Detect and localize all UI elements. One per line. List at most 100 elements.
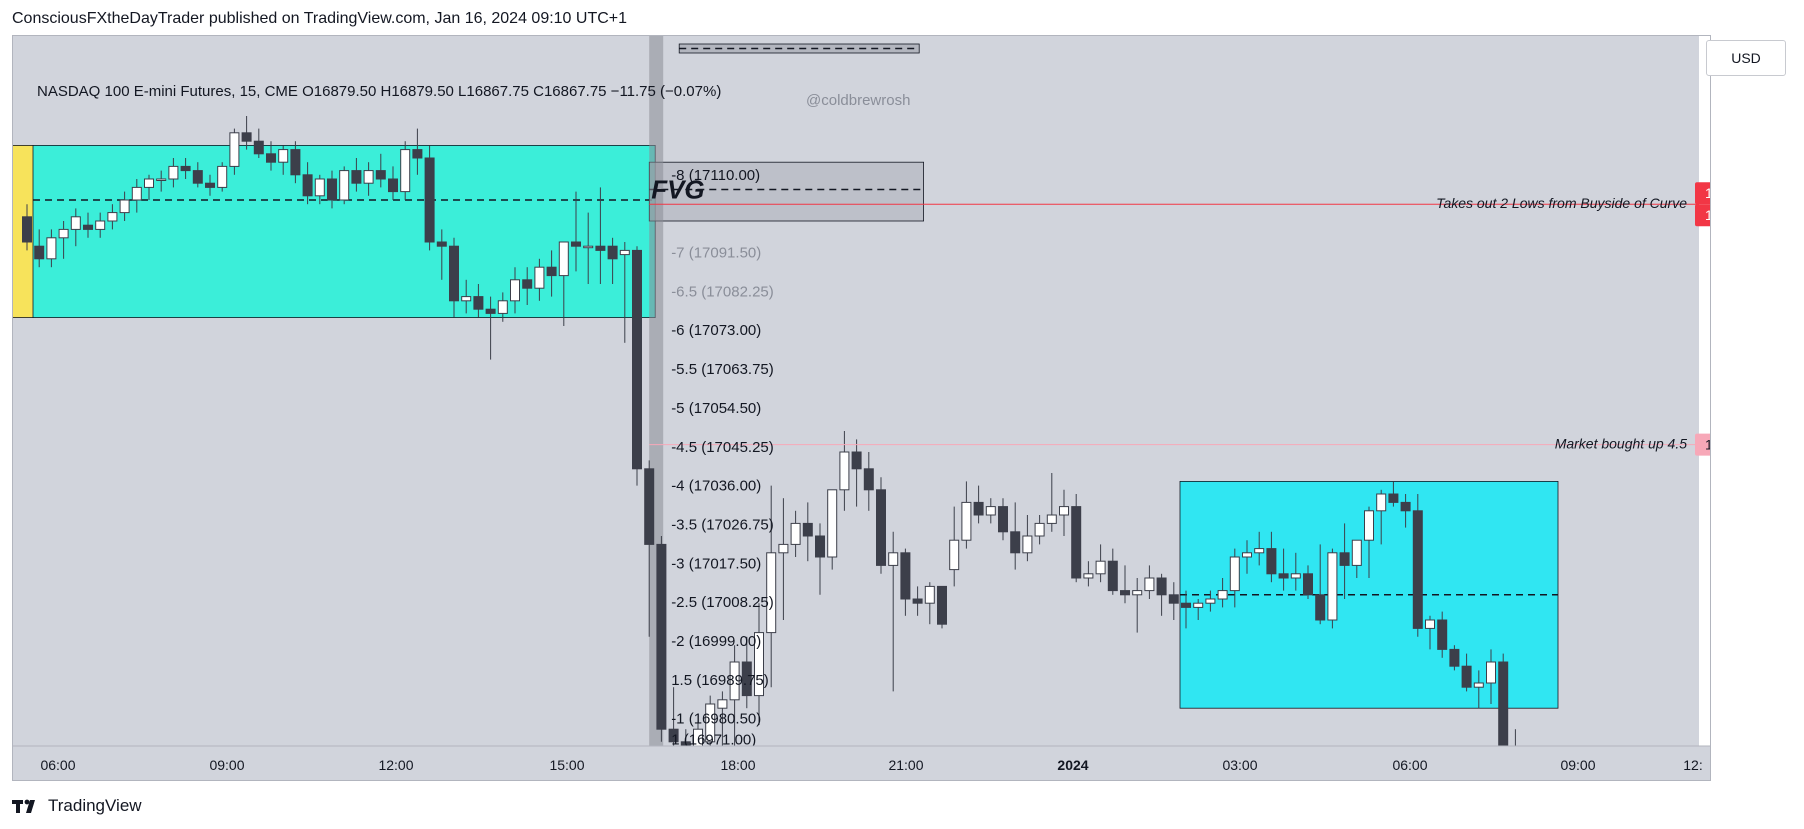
price-tick-label: 17080.00 (1709, 293, 1710, 309)
candle-body (937, 585, 947, 625)
candle-body (107, 212, 118, 222)
price-tick-label: 17030.00 (1709, 503, 1710, 519)
candle-body (1327, 552, 1338, 621)
candle-body (388, 178, 398, 193)
candle-body (1034, 522, 1045, 537)
price-badge (1695, 433, 1710, 456)
candle-body (1095, 560, 1106, 575)
candle-body (1071, 506, 1082, 579)
candle-body (863, 468, 874, 491)
price-tick-label: 17010.00 (1709, 587, 1710, 603)
candle-body (278, 149, 289, 163)
publisher-header: ConsciousFXtheDayTrader published on Tra… (12, 10, 628, 27)
candle-body (70, 216, 81, 230)
candle-body (1461, 665, 1472, 688)
candle-body (1156, 577, 1167, 596)
annotation-text: Takes out 2 Lows from Buyside of Curve (1436, 195, 1687, 211)
candle-body (302, 174, 313, 197)
candle-body (1388, 493, 1399, 503)
candle-body (510, 279, 520, 302)
candle-body (1339, 552, 1350, 566)
price-badge-label: 17103.00 (1705, 185, 1710, 201)
candle-body (424, 157, 435, 243)
candle-body (985, 506, 996, 516)
candle-body (1473, 682, 1484, 688)
candle-body (741, 661, 752, 697)
price-tick-label: 17110.00 (1709, 167, 1710, 183)
candle-body (1315, 594, 1326, 621)
candle-body (802, 522, 813, 537)
candle-body (790, 522, 801, 545)
candle-body (180, 165, 191, 172)
currency-button[interactable]: USD (1706, 40, 1786, 76)
symbol-info-legend: NASDAQ 100 E-mini Futures, 15, CME O1687… (37, 83, 722, 100)
watermark: @coldbrewrosh (806, 92, 911, 109)
fib-level-label: -7 (17091.50) (671, 245, 761, 262)
candle-body (1290, 573, 1301, 579)
candle-body (339, 170, 350, 201)
chart-canvas[interactable]: -8 (17110.00) -7 (17091.50) -6.5 (17082.25… (13, 36, 1710, 780)
candle-body (485, 308, 496, 314)
candle-body (168, 165, 179, 180)
candle-body (1120, 590, 1130, 596)
fib-level-label: -5.5 (17063.75) (671, 361, 774, 378)
candle-body (668, 728, 679, 743)
candle-body (973, 501, 984, 516)
chart-area[interactable]: -8 (17110.00) -7 (17091.50) -6.5 (17082.25… (12, 35, 1711, 781)
candle-body (1376, 493, 1387, 512)
candle-body (253, 140, 264, 155)
candle-body (571, 241, 581, 247)
price-tick-label: 17040.00 (1709, 461, 1710, 477)
candle-body (22, 216, 32, 243)
candle-body (717, 699, 728, 709)
candle-body (851, 451, 862, 470)
price-badge-label: 17045.75 (1705, 437, 1710, 453)
fib-level-label: -1 (16980.50) (671, 711, 761, 728)
candle-body (1425, 619, 1435, 629)
candle-body (656, 543, 667, 730)
candle-body (1217, 590, 1228, 600)
candle-body (1229, 556, 1240, 592)
candle-body (705, 703, 716, 743)
time-axis-bg (13, 746, 1710, 780)
candle-body (1486, 661, 1496, 684)
time-tick-label: 15:00 (549, 757, 584, 773)
candle-body (583, 245, 594, 249)
candle-body (1449, 648, 1460, 667)
price-tick-label: 17000.00 (1709, 629, 1710, 645)
time-tick-label: 09:00 (1560, 757, 1595, 773)
candle-body (1278, 573, 1289, 579)
time-tick-label: 06:00 (1392, 757, 1427, 773)
candle-body (912, 598, 923, 604)
tradingview-brand[interactable]: TradingView (12, 796, 142, 816)
candle-body (595, 245, 606, 251)
candle-body (949, 539, 960, 571)
price-tick-label: 16980.00 (1709, 713, 1710, 729)
candle-body (1205, 598, 1216, 604)
candle-body (1364, 510, 1374, 541)
candle-body (1059, 506, 1069, 516)
candle-body (766, 552, 777, 634)
fib-layer: -8 (17110.00) -7 (17091.50) -6.5 (17082.25… (671, 167, 774, 767)
time-tick-label: 06:00 (40, 757, 75, 773)
candle-body (412, 149, 423, 159)
candle-body (998, 506, 1008, 533)
candle-body (778, 543, 789, 554)
candle-body (827, 489, 838, 558)
candle-body (400, 149, 411, 193)
time-tick-label: 21:00 (888, 757, 923, 773)
candle-body (131, 186, 142, 201)
fib-level-label: -4 (17036.00) (671, 478, 761, 495)
fib-level-label: -3 (17017.50) (671, 555, 761, 572)
candle-body (1303, 573, 1313, 596)
candle-body (46, 237, 57, 260)
candle-body (961, 501, 972, 541)
candle-body (1046, 514, 1057, 524)
candle-body (924, 585, 935, 604)
zones-layer (13, 36, 1559, 746)
candle-body (1437, 619, 1448, 650)
candle-body (83, 224, 93, 230)
green-zone (20, 145, 656, 318)
candle-body (1351, 539, 1362, 566)
candle-body (192, 170, 203, 184)
